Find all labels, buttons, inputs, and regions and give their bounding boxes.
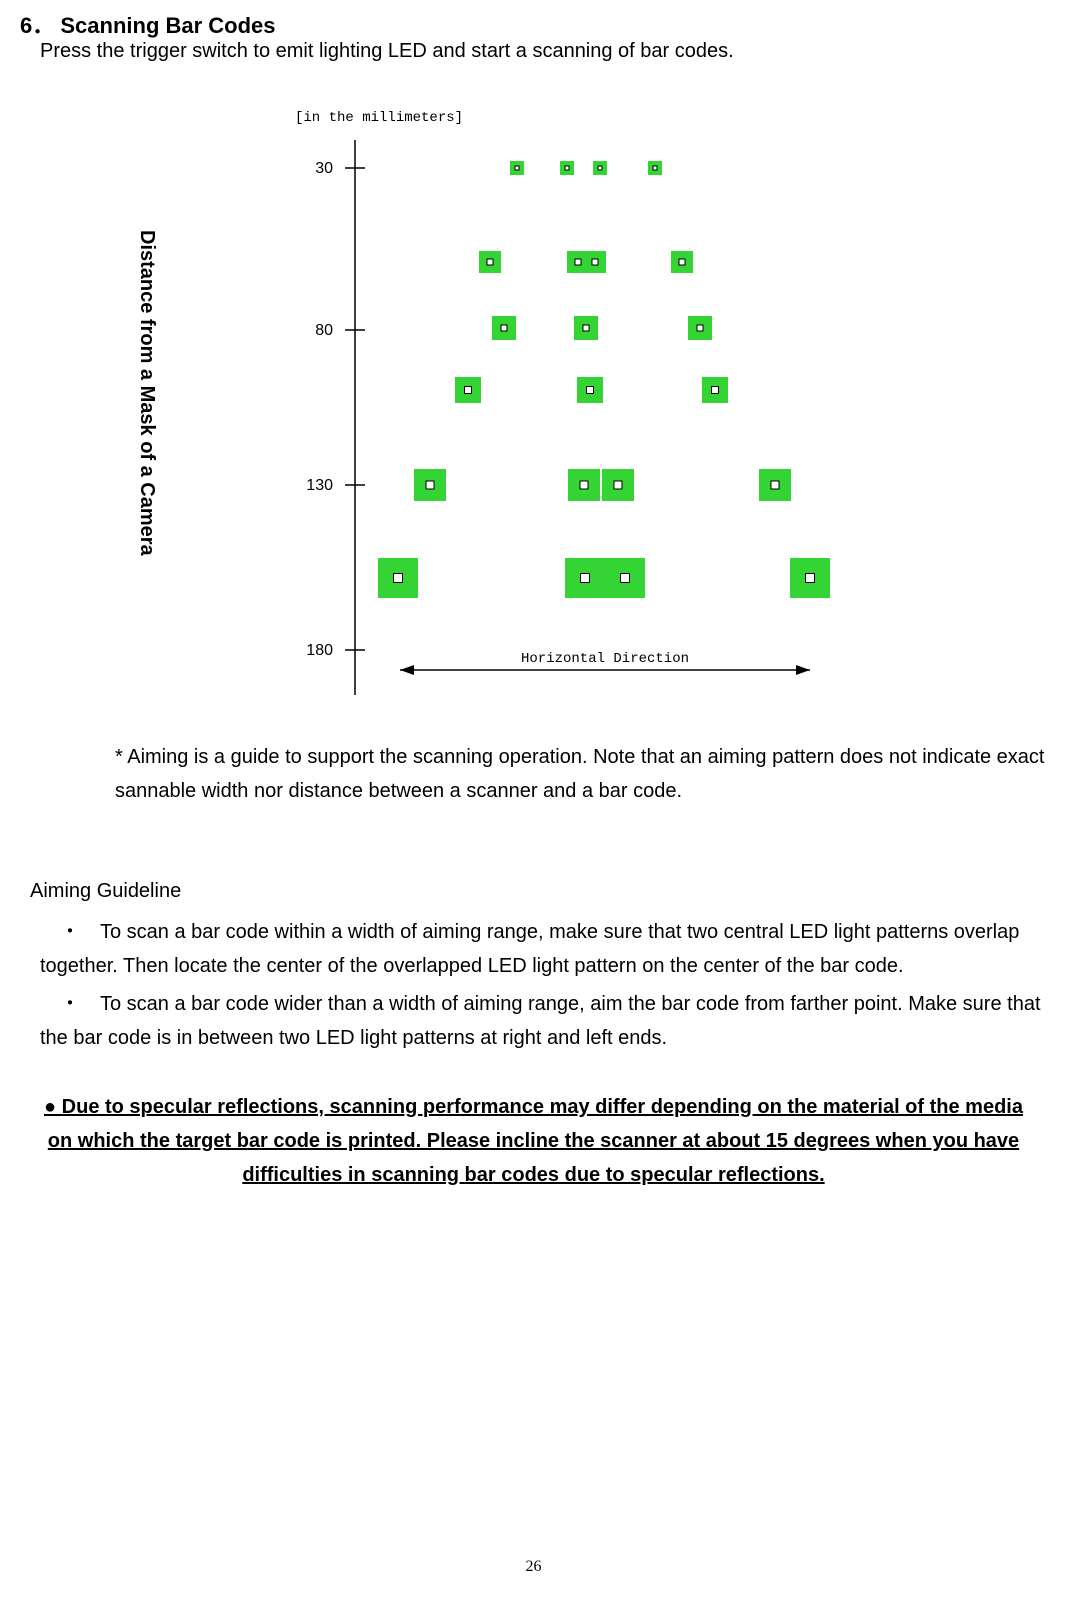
guideline-text: To scan a bar code within a width of aim…: [40, 921, 1019, 977]
guideline-item: ・To scan a bar code within a width of ai…: [40, 915, 1057, 983]
unit-label: [in the millimeters]: [295, 110, 463, 126]
section-number: 6．: [20, 13, 54, 38]
warning-text: ● Due to specular reflections, scanning …: [44, 1096, 1023, 1186]
svg-text:80: 80: [315, 322, 333, 339]
diagram-svg: 30 80 130 180 Horizontal Direction: [120, 110, 920, 730]
section-title: Scanning Bar Codes: [60, 13, 275, 38]
guideline-text: To scan a bar code wider than a width of…: [40, 993, 1041, 1049]
bullet-icon: ・: [40, 915, 100, 949]
page-number: 26: [0, 1558, 1067, 1576]
intro-text: Press the trigger switch to emit lightin…: [40, 40, 734, 63]
page: 6． Scanning Bar Codes Press the trigger …: [0, 0, 1067, 1606]
svg-text:180: 180: [306, 642, 333, 659]
bullet-icon: ・: [40, 987, 100, 1021]
guideline-body: ・To scan a bar code within a width of ai…: [40, 915, 1057, 1059]
section-heading: 6． Scanning Bar Codes: [20, 8, 276, 40]
aiming-footnote: * Aiming is a guide to support the scann…: [115, 740, 1067, 808]
guideline-item: ・To scan a bar code wider than a width o…: [40, 987, 1057, 1055]
specular-warning: ● Due to specular reflections, scanning …: [30, 1090, 1037, 1192]
vertical-axis-title: Distance from a Mask of a Camera: [135, 230, 158, 556]
svg-text:130: 130: [306, 477, 333, 494]
svg-text:30: 30: [315, 160, 333, 177]
svg-text:Horizontal Direction: Horizontal Direction: [521, 651, 689, 667]
guideline-title: Aiming Guideline: [30, 880, 181, 903]
aiming-diagram: [in the millimeters] 30 80 130 180 Horizonta…: [120, 110, 920, 730]
